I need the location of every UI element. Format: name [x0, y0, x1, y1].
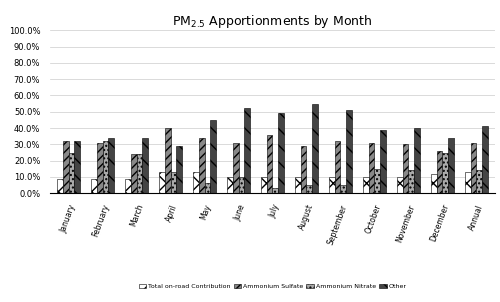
- Bar: [142, 138, 148, 193]
- Bar: [97, 143, 102, 193]
- Bar: [136, 154, 142, 193]
- Bar: [476, 170, 482, 193]
- Bar: [233, 143, 238, 193]
- Bar: [402, 144, 408, 193]
- Bar: [272, 188, 278, 193]
- Bar: [470, 143, 476, 193]
- Bar: [170, 172, 176, 193]
- Legend: Total on-road Contribution, Ammonium Sulfate, Ammonium Nitrate, Other: Total on-road Contribution, Ammonium Sul…: [136, 281, 409, 292]
- Bar: [414, 128, 420, 193]
- Bar: [340, 185, 346, 193]
- Bar: [397, 177, 402, 193]
- Bar: [329, 177, 334, 193]
- Bar: [176, 146, 182, 193]
- Bar: [482, 127, 488, 193]
- Bar: [300, 146, 306, 193]
- Bar: [380, 130, 386, 193]
- Bar: [68, 153, 74, 193]
- Bar: [261, 177, 266, 193]
- Bar: [102, 141, 108, 193]
- Bar: [312, 104, 318, 193]
- Bar: [295, 177, 300, 193]
- Bar: [57, 178, 63, 193]
- Bar: [193, 172, 199, 193]
- Bar: [125, 178, 131, 193]
- Bar: [108, 138, 114, 193]
- Bar: [131, 154, 136, 193]
- Bar: [436, 151, 442, 193]
- Bar: [199, 138, 204, 193]
- Bar: [408, 170, 414, 193]
- Bar: [91, 178, 97, 193]
- Bar: [448, 138, 454, 193]
- Bar: [266, 135, 272, 193]
- Bar: [244, 108, 250, 193]
- Bar: [431, 174, 436, 193]
- Bar: [465, 172, 470, 193]
- Bar: [74, 141, 80, 193]
- Bar: [227, 177, 233, 193]
- Bar: [374, 169, 380, 193]
- Bar: [334, 141, 340, 193]
- Bar: [363, 177, 368, 193]
- Bar: [278, 113, 284, 193]
- Bar: [306, 185, 312, 193]
- Bar: [238, 177, 244, 193]
- Title: PM$_{2.5}$ Apportionments by Month: PM$_{2.5}$ Apportionments by Month: [172, 13, 372, 30]
- Bar: [442, 153, 448, 193]
- Bar: [204, 184, 210, 193]
- Bar: [368, 143, 374, 193]
- Bar: [159, 172, 165, 193]
- Bar: [346, 110, 352, 193]
- Bar: [63, 141, 68, 193]
- Bar: [210, 120, 216, 193]
- Bar: [165, 128, 170, 193]
